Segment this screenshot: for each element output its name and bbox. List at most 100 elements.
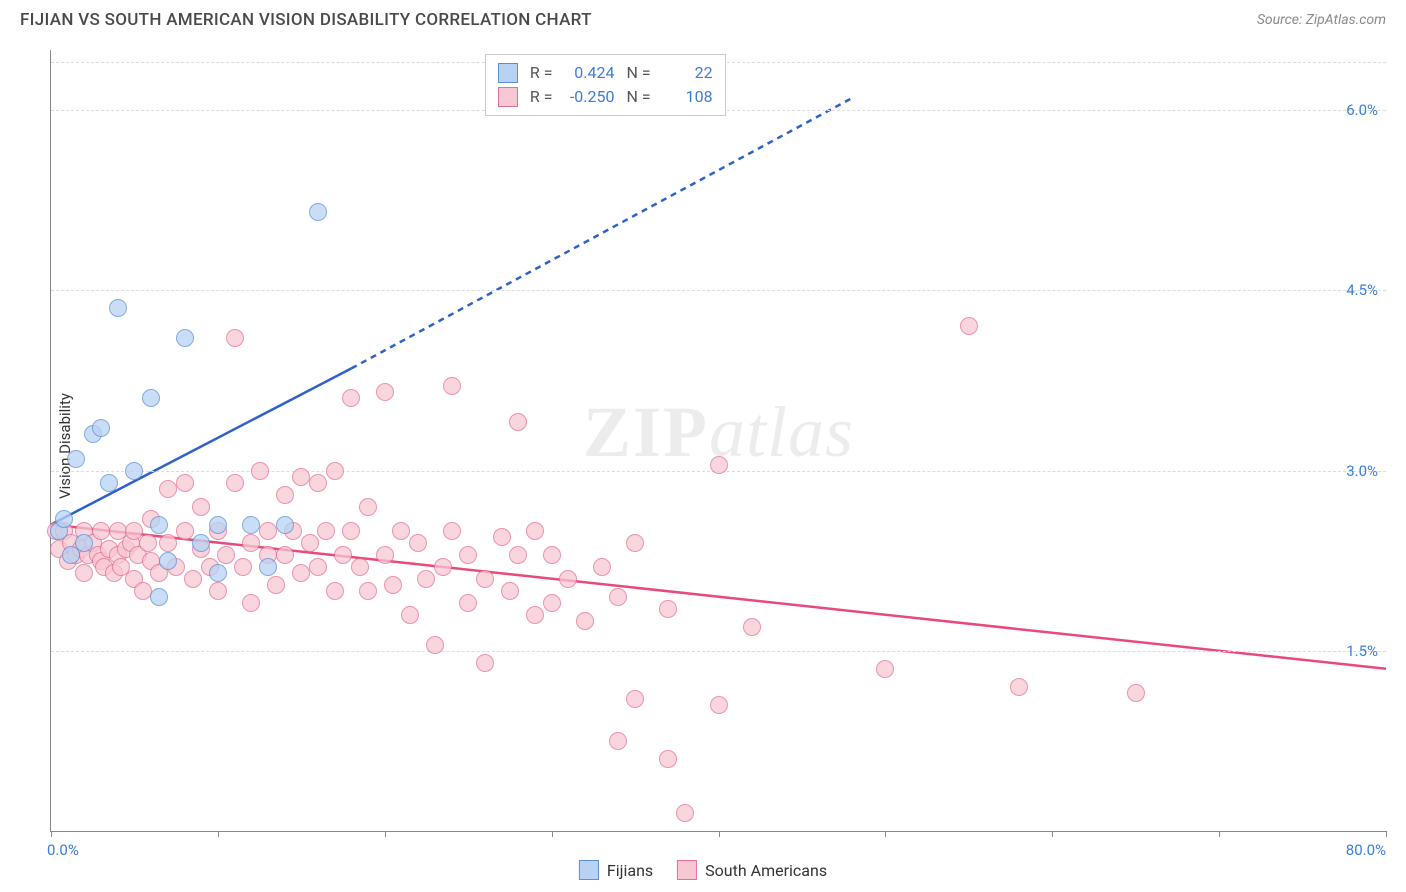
y-tick-label: 4.5% — [1346, 281, 1378, 299]
data-point-south-american — [334, 546, 352, 564]
data-point-south-american — [626, 690, 644, 708]
data-point-south-american — [342, 389, 360, 407]
data-point-south-american — [134, 582, 152, 600]
data-point-south-american — [526, 606, 544, 624]
data-point-south-american — [960, 317, 978, 335]
data-point-south-american — [659, 600, 677, 618]
data-point-south-american — [309, 474, 327, 492]
scatter-chart: ZIPatlas 1.5%3.0%4.5%6.0%0.0%80.0%R =0.4… — [50, 50, 1386, 832]
x-tick — [1219, 831, 1220, 837]
data-point-south-american — [192, 498, 210, 516]
data-point-south-american — [292, 564, 310, 582]
data-point-south-american — [276, 486, 294, 504]
stats-swatch — [498, 63, 518, 83]
data-point-fijian — [259, 558, 277, 576]
data-point-south-american — [443, 377, 461, 395]
data-point-south-american — [710, 696, 728, 714]
data-point-south-american — [509, 546, 527, 564]
data-point-south-american — [876, 660, 894, 678]
legend-item-south-americans: South Americans — [677, 860, 827, 880]
data-point-south-american — [384, 576, 402, 594]
chart-title: FIJIAN VS SOUTH AMERICAN VISION DISABILI… — [20, 10, 592, 30]
y-tick-label: 6.0% — [1346, 101, 1378, 119]
data-point-south-american — [75, 564, 93, 582]
data-point-south-american — [710, 456, 728, 474]
data-point-fijian — [276, 516, 294, 534]
series-legend: Fijians South Americans — [579, 860, 827, 880]
x-tick — [552, 831, 553, 837]
data-point-south-american — [309, 558, 327, 576]
data-point-fijian — [125, 462, 143, 480]
data-point-south-american — [526, 522, 544, 540]
data-point-south-american — [376, 383, 394, 401]
r-label: R = — [530, 61, 553, 85]
data-point-south-american — [242, 594, 260, 612]
data-point-south-american — [426, 636, 444, 654]
data-point-fijian — [55, 510, 73, 528]
data-point-south-american — [209, 582, 227, 600]
data-point-south-american — [1010, 678, 1028, 696]
data-point-fijian — [75, 534, 93, 552]
data-point-south-american — [476, 654, 494, 672]
n-value: 22 — [659, 61, 713, 85]
data-point-south-american — [176, 474, 194, 492]
data-point-south-american — [376, 546, 394, 564]
data-point-south-american — [476, 570, 494, 588]
data-point-south-american — [326, 462, 344, 480]
data-point-south-american — [359, 498, 377, 516]
data-point-south-american — [434, 558, 452, 576]
data-point-south-american — [217, 546, 235, 564]
stats-swatch — [498, 87, 518, 107]
data-point-fijian — [109, 299, 127, 317]
data-point-south-american — [342, 522, 360, 540]
trend-lines — [51, 50, 1386, 831]
data-point-south-american — [139, 534, 157, 552]
legend-swatch-south-americans — [677, 860, 697, 880]
data-point-fijian — [100, 474, 118, 492]
data-point-south-american — [459, 594, 477, 612]
x-tick — [719, 831, 720, 837]
data-point-fijian — [209, 564, 227, 582]
r-value: 0.424 — [560, 61, 614, 85]
data-point-south-american — [543, 546, 561, 564]
r-value: -0.250 — [560, 85, 614, 109]
y-tick-label: 1.5% — [1346, 642, 1378, 660]
legend-swatch-fijians — [579, 860, 599, 880]
data-point-south-american — [234, 558, 252, 576]
n-label: N = — [626, 61, 650, 85]
data-point-south-american — [226, 474, 244, 492]
stats-row: R =-0.250N =108 — [498, 85, 713, 109]
data-point-south-american — [626, 534, 644, 552]
data-point-south-american — [493, 528, 511, 546]
data-point-south-american — [576, 612, 594, 630]
correlation-stats-box: R =0.424N =22R =-0.250N =108 — [485, 54, 726, 116]
gridline — [51, 651, 1386, 652]
data-point-south-american — [267, 576, 285, 594]
data-point-south-american — [743, 618, 761, 636]
r-label: R = — [530, 85, 553, 109]
data-point-fijian — [92, 419, 110, 437]
legend-label-south-americans: South Americans — [705, 861, 827, 880]
data-point-south-american — [226, 329, 244, 347]
data-point-south-american — [417, 570, 435, 588]
data-point-fijian — [309, 203, 327, 221]
data-point-south-american — [501, 582, 519, 600]
data-point-south-american — [392, 522, 410, 540]
data-point-south-american — [242, 534, 260, 552]
source-attribution: Source: ZipAtlas.com — [1257, 12, 1386, 28]
data-point-south-american — [301, 534, 319, 552]
gridline — [51, 290, 1386, 291]
data-point-south-american — [509, 413, 527, 431]
x-tick — [885, 831, 886, 837]
data-point-south-american — [559, 570, 577, 588]
data-point-fijian — [142, 389, 160, 407]
x-tick — [1052, 831, 1053, 837]
n-value: 108 — [659, 85, 713, 109]
data-point-fijian — [242, 516, 260, 534]
data-point-south-american — [609, 588, 627, 606]
data-point-south-american — [676, 804, 694, 822]
data-point-south-american — [276, 546, 294, 564]
legend-label-fijians: Fijians — [607, 861, 653, 880]
data-point-south-american — [292, 468, 310, 486]
data-point-south-american — [351, 558, 369, 576]
